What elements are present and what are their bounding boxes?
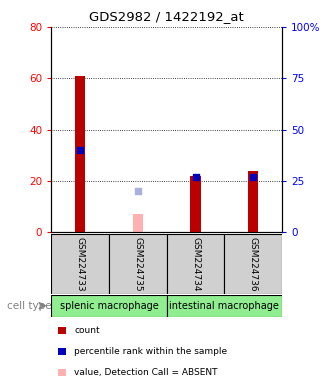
Point bbox=[77, 147, 82, 153]
Title: GDS2982 / 1422192_at: GDS2982 / 1422192_at bbox=[89, 10, 244, 23]
Text: percentile rank within the sample: percentile rank within the sample bbox=[74, 347, 227, 356]
Bar bbox=[167, 234, 224, 294]
Bar bbox=[75, 76, 85, 232]
Bar bbox=[133, 214, 143, 232]
Text: GSM224734: GSM224734 bbox=[191, 237, 200, 291]
Bar bbox=[51, 234, 109, 294]
Text: intestinal macrophage: intestinal macrophage bbox=[170, 301, 279, 311]
Text: GSM224735: GSM224735 bbox=[133, 237, 142, 291]
Point bbox=[251, 174, 256, 180]
Bar bbox=[190, 176, 201, 232]
Text: value, Detection Call = ABSENT: value, Detection Call = ABSENT bbox=[74, 368, 218, 377]
Bar bbox=[248, 170, 258, 232]
Text: GSM224733: GSM224733 bbox=[76, 237, 84, 291]
Bar bbox=[58, 369, 66, 376]
Bar bbox=[167, 295, 282, 317]
Bar bbox=[51, 295, 167, 317]
Text: cell type: cell type bbox=[7, 301, 51, 311]
Bar bbox=[58, 348, 66, 355]
Text: count: count bbox=[74, 326, 100, 335]
Text: GSM224736: GSM224736 bbox=[249, 237, 258, 291]
Text: splenic macrophage: splenic macrophage bbox=[59, 301, 158, 311]
Point bbox=[135, 188, 140, 194]
Bar bbox=[58, 327, 66, 334]
Point bbox=[193, 174, 198, 180]
Bar bbox=[224, 234, 282, 294]
Bar bbox=[109, 234, 167, 294]
